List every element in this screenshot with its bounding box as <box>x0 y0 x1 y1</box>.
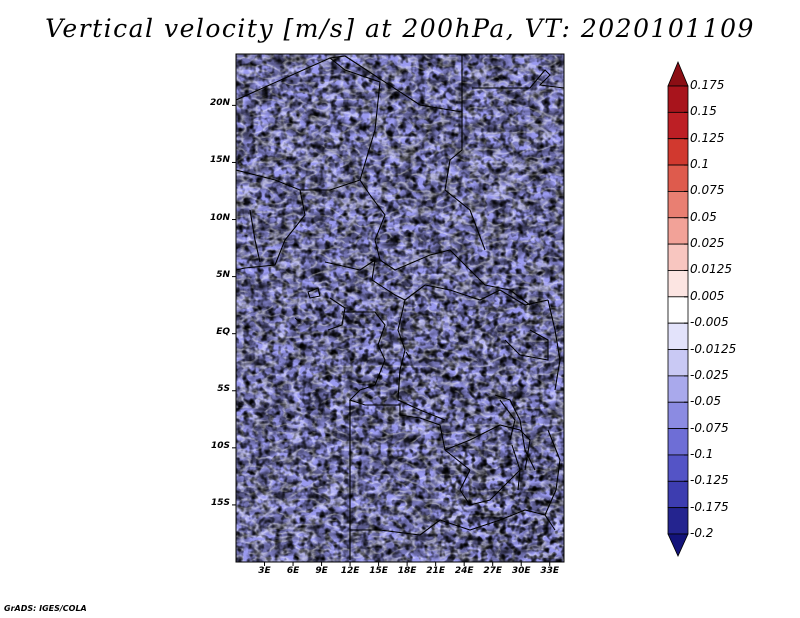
lon-label: 3E <box>258 566 271 576</box>
colorbar-label: -0.075 <box>690 420 729 435</box>
colorbar-box <box>667 191 689 219</box>
lat-label: 5N <box>216 269 230 280</box>
colorbar-label: -0.2 <box>690 526 714 540</box>
axis-ticks <box>232 104 551 566</box>
colorbar-bottom-arrow <box>667 533 689 557</box>
lon-label: 15E <box>369 566 388 576</box>
lon-label: 9E <box>315 566 328 576</box>
colorbar-label: 0.125 <box>690 130 725 145</box>
colorbar-box <box>667 138 689 166</box>
lon-label: 27E <box>483 566 503 576</box>
lon-label: 30E <box>511 566 531 576</box>
colorbar-box <box>667 296 689 324</box>
velocity-field <box>236 54 564 562</box>
colorbar-box <box>667 349 689 377</box>
lon-label: 18E <box>397 566 417 576</box>
colorbar-box <box>667 270 689 298</box>
colorbar-label: -0.025 <box>690 367 729 382</box>
lon-label: 6E <box>286 566 300 576</box>
lat-label: 20N <box>209 98 230 109</box>
lat-label: 5S <box>217 383 230 394</box>
colorbar-label: 0.025 <box>690 236 725 251</box>
colorbar-label: -0.05 <box>690 394 722 409</box>
lat-label: 10S <box>210 440 230 451</box>
colorbar-box <box>667 401 689 429</box>
colorbar-label: 0.005 <box>690 288 725 303</box>
lon-label: 24E <box>454 566 474 576</box>
colorbar-box <box>667 85 689 113</box>
lon-label: 33E <box>540 566 560 576</box>
country-borders <box>236 55 564 560</box>
colorbar-box <box>667 454 689 482</box>
lat-label: 15S <box>210 497 230 508</box>
colorbar-label: -0.125 <box>690 473 729 488</box>
colorbar-box <box>667 322 689 350</box>
colorbar-label: -0.0125 <box>690 341 737 356</box>
plot-frame <box>235 53 565 563</box>
chart-title: Vertical velocity [m/s] at 200hPa, VT: 2… <box>45 14 755 43</box>
colorbar-label: 0.05 <box>690 209 717 224</box>
colorbar-box <box>667 480 689 509</box>
lon-label: 21E <box>426 566 445 576</box>
colorbar-label: 0.1 <box>690 157 710 172</box>
lat-label: EQ <box>216 326 230 337</box>
colorbar-box <box>667 428 689 456</box>
colorbar-label: -0.005 <box>690 315 729 330</box>
colorbar-top-arrow <box>667 60 689 87</box>
colorbar-label: 0.15 <box>690 104 717 119</box>
colorbar-box <box>667 375 689 403</box>
colorbar-label: -0.1 <box>690 446 714 461</box>
lon-label: 12E <box>340 566 360 576</box>
colorbar-box <box>667 164 689 192</box>
colorbar-label: -0.175 <box>690 499 729 514</box>
colorbar <box>667 60 689 557</box>
colorbar-box <box>667 217 689 245</box>
colorbar-box <box>667 111 689 140</box>
colorbar-box <box>667 507 689 535</box>
grads-credit: GrADS: IGES/COLA <box>4 604 87 613</box>
colorbar-label: 0.075 <box>690 183 725 198</box>
colorbar-label: 0.0125 <box>690 262 732 277</box>
colorbar-label: 0.175 <box>690 78 725 92</box>
lat-label: 15N <box>209 155 230 166</box>
lat-label: 10N <box>209 212 230 223</box>
colorbar-box <box>667 243 689 271</box>
